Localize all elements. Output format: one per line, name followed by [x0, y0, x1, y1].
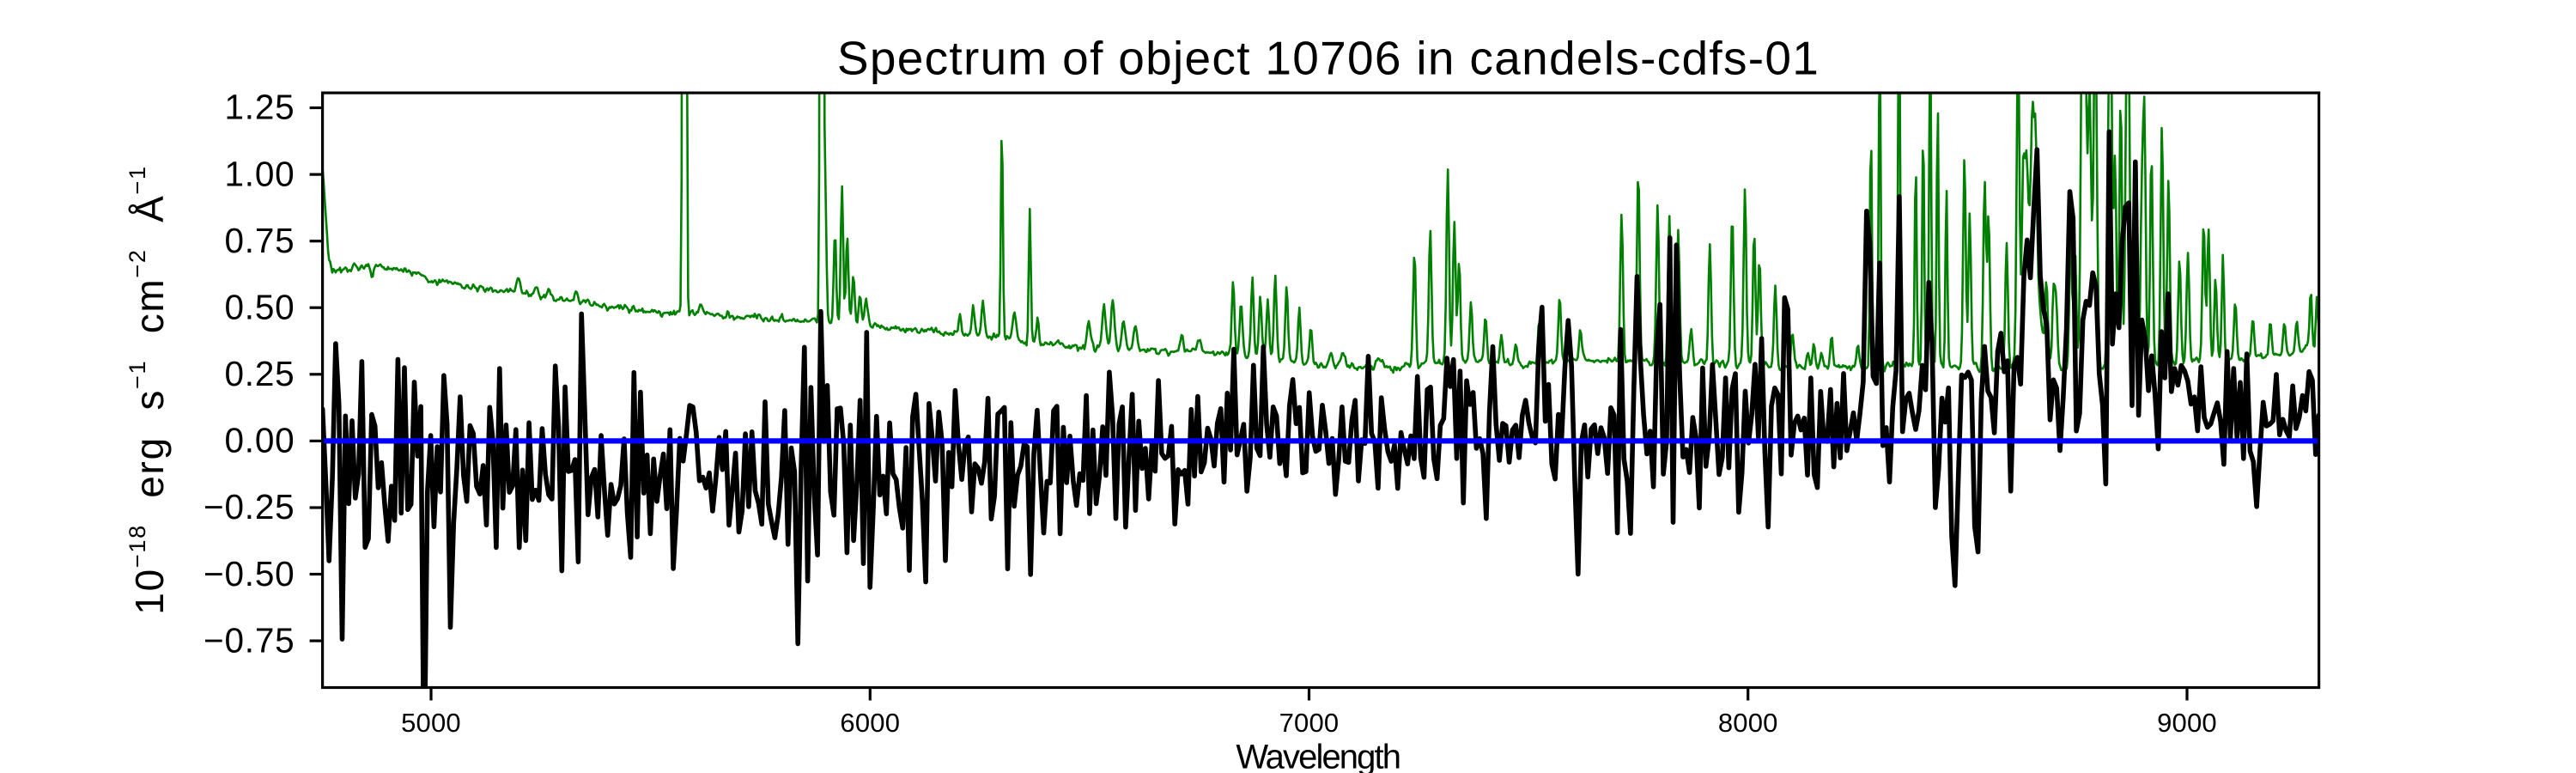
svg-text:0.00: 0.00 [224, 421, 295, 460]
svg-text:10−18 erg s−1 cm−2 Å−1: 10−18 erg s−1 cm−2 Å−1 [125, 165, 172, 614]
svg-text:0.25: 0.25 [224, 354, 295, 393]
svg-text:6000: 6000 [840, 708, 900, 738]
svg-text:8000: 8000 [1718, 708, 1778, 738]
svg-text:1.00: 1.00 [224, 154, 295, 193]
svg-text:5000: 5000 [401, 708, 461, 738]
svg-text:−0.25: −0.25 [204, 487, 295, 526]
svg-text:0.75: 0.75 [224, 221, 295, 260]
svg-text:9000: 9000 [2157, 708, 2217, 738]
svg-text:Spectrum of object 10706 in ca: Spectrum of object 10706 in candels-cdfs… [837, 31, 1820, 84]
svg-text:−0.75: −0.75 [204, 620, 295, 660]
svg-text:1.25: 1.25 [224, 88, 295, 127]
svg-text:7000: 7000 [1279, 708, 1340, 738]
svg-text:0.50: 0.50 [224, 287, 295, 326]
svg-text:−0.50: −0.50 [204, 554, 295, 593]
svg-text:Wavelength: Wavelength [1236, 739, 1400, 773]
